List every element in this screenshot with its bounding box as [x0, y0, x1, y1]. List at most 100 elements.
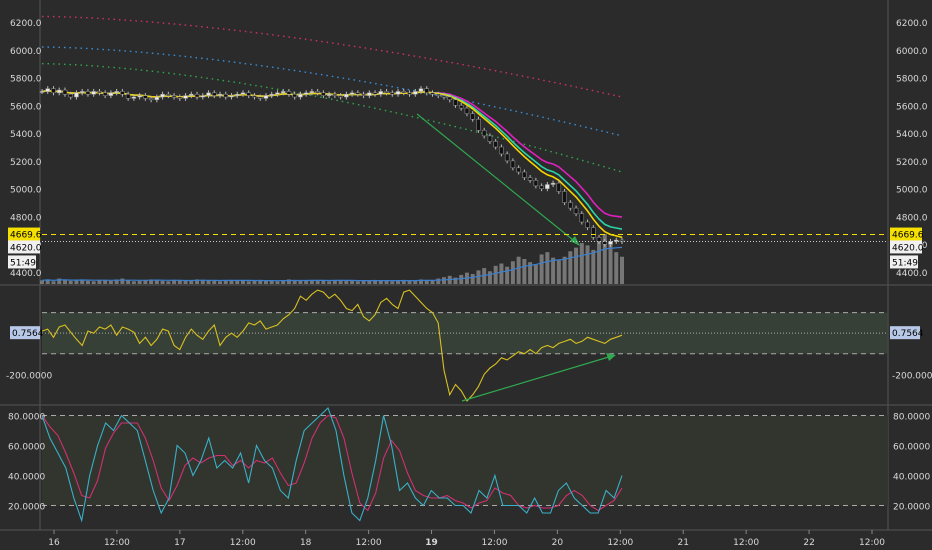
- candle-down: [510, 160, 516, 169]
- candle-up: [229, 95, 234, 98]
- volume-bar: [327, 281, 332, 284]
- candle-down: [470, 113, 475, 120]
- volume-bar: [332, 280, 337, 284]
- volume-bar: [344, 280, 349, 284]
- candle-down: [579, 213, 585, 223]
- candle-down: [315, 91, 320, 94]
- alert-level-tag-right: 4669.6: [892, 231, 924, 241]
- volume-bar: [441, 277, 446, 284]
- time-tick-label: 19: [425, 538, 438, 548]
- cci-tick-right: -200.0000: [892, 371, 932, 381]
- time-tick-label: 16: [48, 538, 60, 548]
- candle-up: [545, 184, 550, 189]
- cci-pane[interactable]: -200.0000 -200.0000 0.7564 0.7564: [6, 289, 932, 402]
- volume-bar: [114, 279, 119, 284]
- volume-bar: [562, 256, 567, 284]
- volume-bar: [206, 280, 211, 284]
- candle-down: [476, 118, 481, 131]
- volume-ma-line: [41, 246, 623, 282]
- volume-bar: [568, 251, 573, 284]
- candle-up: [303, 92, 309, 95]
- candle-down: [372, 92, 378, 95]
- candle-up: [378, 91, 384, 95]
- cci-tick-left: -200.0000: [6, 371, 52, 381]
- trend-arrow-head: [570, 236, 580, 246]
- candle-down: [435, 93, 441, 96]
- volume-bar: [80, 279, 85, 284]
- volume-bar: [516, 256, 521, 284]
- candle-up: [137, 95, 142, 98]
- candle-up: [418, 88, 424, 92]
- time-tick-label: 21: [678, 538, 689, 548]
- volume-bar: [189, 280, 194, 284]
- last-price-tag-right: 4620.0: [892, 243, 924, 253]
- volume-bar: [556, 260, 561, 284]
- price-tick-right: 4400.0: [896, 269, 928, 279]
- stoch-tick-left: 40.0000: [8, 473, 45, 483]
- volume-bar: [240, 280, 245, 284]
- candle-down: [102, 92, 108, 96]
- candle-down: [516, 167, 521, 173]
- price-tick-right: 6200.0: [896, 19, 928, 29]
- candle-up: [131, 96, 137, 99]
- volume-bar: [40, 280, 44, 284]
- volume-bar: [68, 280, 73, 284]
- trend-arrow-down: [416, 113, 579, 245]
- volume-bar: [74, 280, 79, 284]
- time-tick-label: 12:00: [607, 538, 633, 548]
- candle-down: [292, 93, 297, 98]
- volume-bar: [608, 244, 613, 284]
- volume-bar: [309, 279, 314, 284]
- time-tick-label: 12:00: [230, 538, 256, 548]
- price-tick-right: 5600.0: [896, 102, 928, 112]
- candle-up: [200, 95, 206, 98]
- candle-down: [407, 92, 412, 95]
- volume-bar: [321, 280, 326, 284]
- volume-bar: [229, 279, 234, 284]
- candle-up: [298, 93, 303, 98]
- volume-bar: [195, 279, 200, 284]
- volume-bar: [355, 281, 360, 284]
- volume-bar: [367, 280, 372, 284]
- volume-bar: [350, 280, 355, 284]
- volume-bar: [51, 281, 56, 284]
- volume-bar: [505, 266, 510, 284]
- volume-bar: [378, 280, 383, 284]
- candle-down: [246, 92, 251, 96]
- candle-down: [522, 171, 527, 178]
- volume-bar: [183, 280, 188, 284]
- stochastic-pane[interactable]: 80.0000 80.0000 60.0000 60.0000 40.0000 40.00…: [8, 407, 930, 523]
- cci-value-tag-right: 0.7564: [892, 329, 924, 339]
- candle-down: [355, 92, 361, 95]
- volume-bar: [528, 262, 533, 284]
- volume-bar: [286, 279, 291, 284]
- volume-bar: [539, 254, 544, 284]
- volume-bar: [177, 279, 182, 284]
- volume-bar: [620, 256, 624, 284]
- candle-down: [171, 95, 177, 98]
- candle-down: [585, 221, 590, 228]
- volume-bar: [200, 279, 205, 284]
- price-tick-right: 5800.0: [896, 75, 928, 85]
- time-axis[interactable]: 16 12:00 17 12:00 18 12:00 19 12:00 20 12:00 21 12:…: [48, 530, 885, 548]
- last-price-tag-right-bg: [890, 240, 922, 254]
- candle-down: [361, 93, 366, 96]
- volume-bar: [252, 280, 257, 284]
- candle-down: [384, 91, 389, 94]
- volume-bar: [459, 274, 464, 284]
- volume-bar: [298, 280, 303, 284]
- stoch-tick-right: 40.0000: [893, 473, 930, 483]
- volume-bar: [103, 280, 108, 284]
- volume-bar: [482, 268, 487, 284]
- countdown-tag-left: 51:49: [10, 258, 36, 268]
- candle-down: [493, 141, 498, 148]
- candle-down: [447, 96, 452, 101]
- volume-bar: [131, 281, 136, 284]
- time-tick-label: 12:00: [733, 538, 759, 548]
- countdown-tag-left-bg: [8, 255, 36, 269]
- candle-down: [401, 91, 407, 94]
- volume-bar: [137, 280, 142, 284]
- volume-bar: [304, 280, 309, 284]
- volume-bar: [614, 252, 619, 284]
